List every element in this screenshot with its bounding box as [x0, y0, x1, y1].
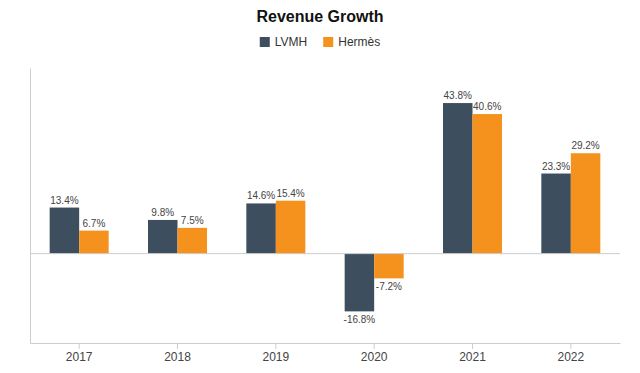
series [50, 103, 571, 311]
data-label: 14.6% [247, 190, 275, 201]
legend: LVMH Hermès [260, 35, 380, 49]
legend-item: Hermès [323, 35, 380, 49]
data-label: 43.8% [444, 90, 472, 101]
x-tick: 2022 [557, 343, 584, 364]
x-tick-mark [177, 343, 178, 349]
bar [79, 231, 109, 254]
bar [374, 254, 404, 279]
legend-item: LVMH [260, 35, 307, 49]
x-tick: 2018 [164, 343, 191, 364]
x-tick-label: 2022 [557, 350, 584, 364]
bar [443, 103, 473, 254]
legend-label: Hermès [338, 35, 380, 49]
bar [345, 254, 375, 312]
x-tick-mark [570, 343, 571, 349]
chart: Revenue Growth 2017 2018 2019 2020 2021 2022 13… [0, 0, 640, 373]
x-tick-label: 2018 [164, 350, 191, 364]
x-tick-label: 2021 [459, 350, 486, 364]
x-tick-mark [472, 343, 473, 349]
x-axis: 2017 2018 2019 2020 2021 2022 [31, 343, 621, 364]
data-label: 29.2% [571, 140, 599, 151]
data-label: -7.2% [376, 281, 402, 292]
bars [50, 103, 601, 311]
y-axis [30, 69, 31, 344]
data-label: 7.5% [181, 215, 204, 226]
data-labels: 13.4% 9.8% 14.6% -16.8% 43.8% 23.3% 6.7% 7.5% 15… [50, 90, 600, 325]
x-tick: 2020 [361, 343, 388, 364]
data-label: 9.8% [151, 207, 174, 218]
data-label: -16.8% [344, 314, 376, 325]
bar [178, 228, 208, 254]
data-label: 13.4% [50, 195, 78, 206]
bar [50, 208, 80, 254]
data-label: 6.7% [83, 218, 106, 229]
x-tick: 2017 [66, 343, 93, 364]
zero-line [30, 253, 620, 254]
x-tick-mark [79, 343, 80, 349]
y-axis-line [30, 69, 31, 344]
data-label: 40.6% [473, 101, 501, 112]
bar [571, 153, 601, 253]
x-tick-mark [374, 343, 375, 349]
x-tick: 2019 [262, 343, 289, 364]
bar [473, 114, 503, 254]
bar [246, 203, 275, 253]
x-tick-label: 2017 [66, 350, 93, 364]
x-tick-mark [275, 343, 276, 349]
bar [148, 220, 178, 254]
x-axis-line [31, 343, 621, 344]
plot: 2017 2018 2019 2020 2021 2022 13.4% 9.8% 14.6% -1… [30, 69, 621, 364]
legend-swatch [323, 37, 333, 47]
title: Revenue Growth [256, 8, 383, 25]
data-label: 23.3% [542, 161, 570, 172]
data-label: 15.4% [276, 188, 304, 199]
x-tick: 2021 [459, 343, 486, 364]
bar [541, 174, 571, 254]
legend-label: LVMH [275, 35, 307, 49]
bar [276, 201, 306, 254]
legend-swatch [260, 37, 270, 47]
x-tick-label: 2019 [262, 350, 289, 364]
x-tick-label: 2020 [361, 350, 388, 364]
